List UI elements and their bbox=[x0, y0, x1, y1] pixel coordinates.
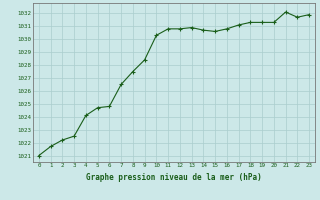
X-axis label: Graphe pression niveau de la mer (hPa): Graphe pression niveau de la mer (hPa) bbox=[86, 173, 262, 182]
